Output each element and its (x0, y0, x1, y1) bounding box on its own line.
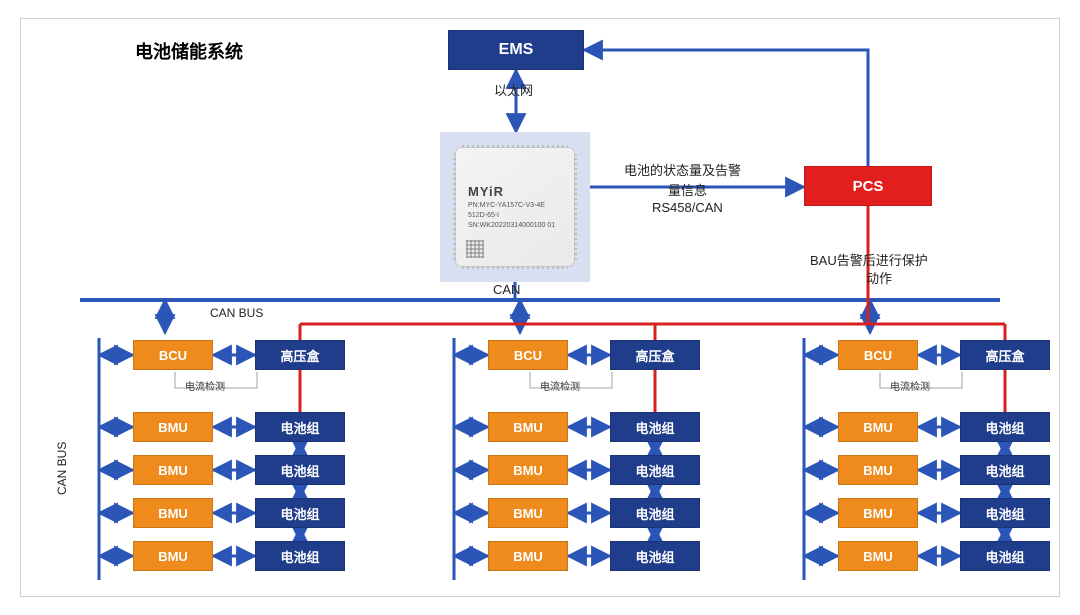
battery-pack-box: 电池组 (255, 541, 345, 571)
battery-pack-box: 电池组 (960, 498, 1050, 528)
current-detect-label: 电流检测 (540, 378, 580, 393)
bmu-box: BMU (838, 541, 918, 571)
can-bus-vertical-label: CAN BUS (55, 442, 69, 495)
hv-box: 高压盒 (610, 340, 700, 370)
bmu-box: BMU (488, 541, 568, 571)
ems-box: EMS (448, 30, 584, 70)
ems-label: EMS (499, 41, 534, 59)
bau-label-2: 动作 (866, 268, 892, 287)
status-label-3: RS458/CAN (652, 200, 723, 215)
battery-pack-box: 电池组 (960, 455, 1050, 485)
battery-pack-box: 电池组 (255, 455, 345, 485)
bmu-box: BMU (133, 498, 213, 528)
current-detect-label: 电流检测 (185, 378, 225, 393)
battery-pack-box: 电池组 (255, 412, 345, 442)
hv-box: 高压盒 (255, 340, 345, 370)
pcs-label: PCS (853, 178, 884, 195)
bmu-box: BMU (133, 541, 213, 571)
battery-pack-box: 电池组 (610, 541, 700, 571)
bmu-box: BMU (488, 412, 568, 442)
status-label-1: 电池的状态量及告警 (624, 160, 741, 179)
bcu-box: BCU (133, 340, 213, 370)
bmu-box: BMU (488, 498, 568, 528)
bau-label-1: BAU告警后进行保护 (810, 250, 928, 269)
bmu-box: BMU (133, 455, 213, 485)
battery-pack-box: 电池组 (610, 498, 700, 528)
diagram-title: 电池储能系统 (135, 38, 243, 64)
soc-module: MYiR PN:MYC-YA157C-V3-4E 512D-65-I SN:WK… (440, 132, 590, 282)
battery-pack-box: 电池组 (610, 455, 700, 485)
battery-pack-box: 电池组 (255, 498, 345, 528)
soc-qr-icon (466, 240, 484, 258)
can-bus-label: CAN BUS (210, 306, 263, 320)
bmu-box: BMU (838, 455, 918, 485)
bmu-box: BMU (488, 455, 568, 485)
battery-pack-box: 电池组 (610, 412, 700, 442)
status-label-2: 量信息 (668, 180, 707, 199)
current-detect-label: 电流检测 (890, 378, 930, 393)
soc-chip: MYiR PN:MYC-YA157C-V3-4E 512D-65-I SN:WK… (455, 147, 575, 267)
bcu-box: BCU (838, 340, 918, 370)
bmu-box: BMU (838, 412, 918, 442)
bmu-box: BMU (838, 498, 918, 528)
can-label: CAN (493, 282, 520, 297)
hv-box: 高压盒 (960, 340, 1050, 370)
battery-pack-box: 电池组 (960, 412, 1050, 442)
bcu-box: BCU (488, 340, 568, 370)
battery-pack-box: 电池组 (960, 541, 1050, 571)
pcs-box: PCS (804, 166, 932, 206)
ethernet-label: 以太网 (494, 80, 533, 99)
bmu-box: BMU (133, 412, 213, 442)
